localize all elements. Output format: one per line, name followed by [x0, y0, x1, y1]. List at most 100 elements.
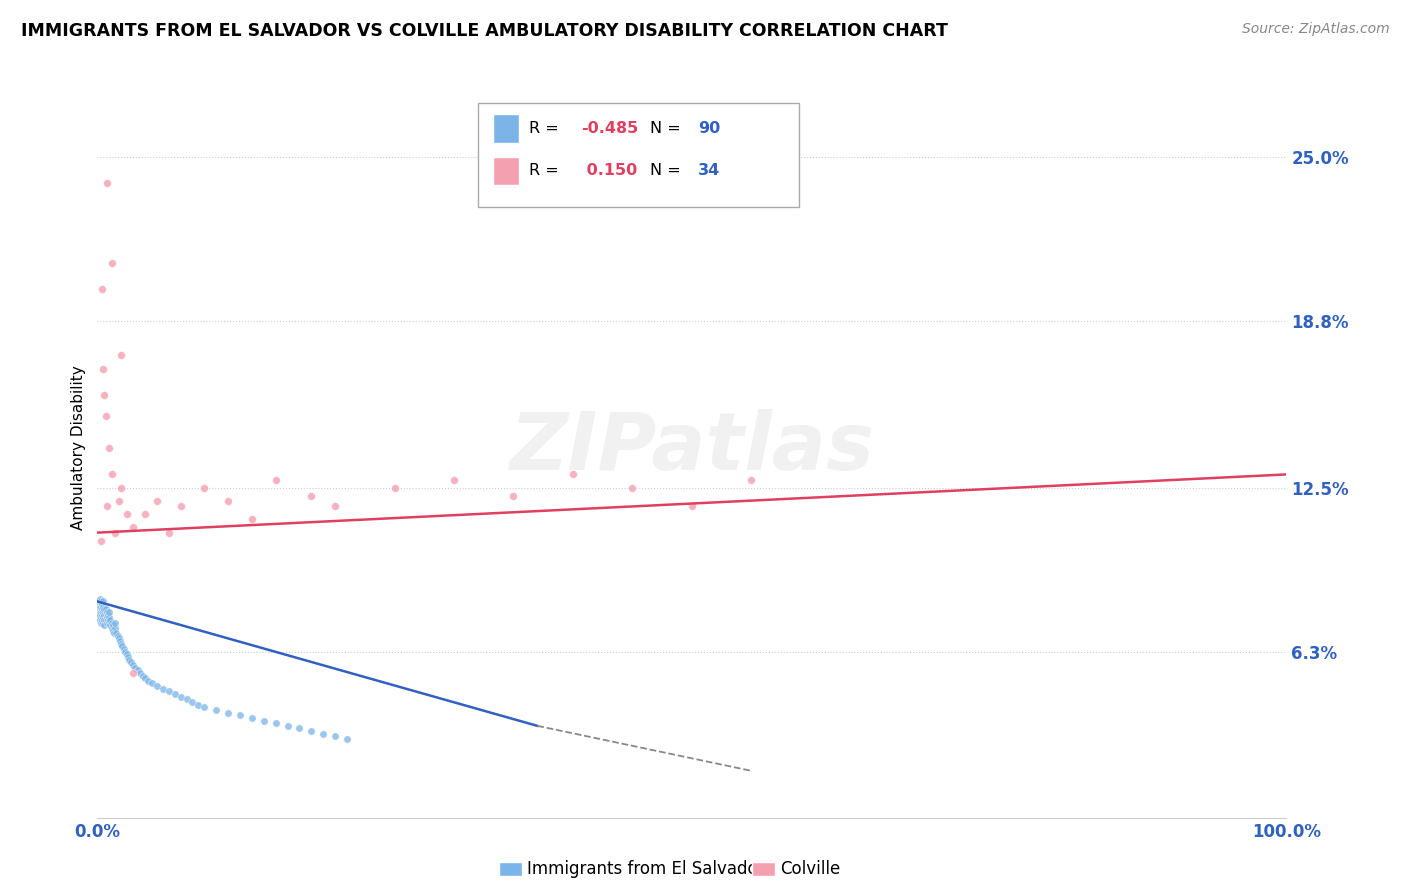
Point — [87, 605, 110, 619]
Point — [93, 613, 115, 627]
Point — [502, 489, 524, 503]
Text: -0.485: -0.485 — [581, 121, 638, 136]
Point — [217, 494, 239, 508]
Point — [323, 499, 346, 513]
Point — [94, 613, 117, 627]
Point — [100, 467, 122, 482]
Point — [122, 520, 145, 534]
Point — [91, 361, 114, 376]
Point — [118, 653, 141, 667]
Point — [122, 657, 145, 672]
Point — [120, 656, 142, 670]
Point — [141, 676, 163, 690]
Point — [93, 607, 115, 622]
Point — [91, 605, 114, 619]
Point — [187, 698, 209, 712]
Point — [87, 594, 110, 608]
Point — [94, 602, 117, 616]
Point — [146, 679, 169, 693]
Point — [229, 708, 252, 723]
Point — [89, 607, 111, 622]
Point — [98, 615, 121, 630]
Point — [91, 607, 114, 622]
Point — [96, 610, 118, 624]
Point — [336, 732, 359, 747]
Point — [117, 650, 139, 665]
Point — [103, 626, 125, 640]
Point — [105, 626, 128, 640]
Point — [134, 507, 156, 521]
Point — [163, 687, 186, 701]
Point — [90, 610, 112, 624]
Point — [176, 692, 198, 706]
Point — [89, 591, 111, 606]
Point — [90, 615, 112, 630]
Point — [93, 602, 115, 616]
Point — [157, 525, 180, 540]
Point — [157, 684, 180, 698]
Point — [96, 605, 118, 619]
Point — [107, 632, 129, 646]
Point — [152, 681, 174, 696]
Point — [443, 473, 465, 487]
Point — [94, 607, 117, 622]
Point — [91, 599, 114, 614]
Point — [91, 610, 114, 624]
Point — [100, 621, 122, 635]
Point — [104, 621, 127, 635]
Point — [122, 665, 145, 680]
Point — [240, 512, 263, 526]
Point — [111, 640, 134, 654]
Point — [91, 613, 114, 627]
Point — [264, 716, 287, 731]
Text: 0.150: 0.150 — [581, 163, 637, 178]
Point — [181, 695, 204, 709]
Point — [91, 282, 114, 296]
Point — [90, 605, 112, 619]
Point — [169, 499, 191, 513]
Bar — [494, 157, 519, 185]
Point — [193, 700, 215, 714]
Point — [124, 660, 146, 674]
Point — [104, 525, 127, 540]
Text: R =: R = — [529, 121, 564, 136]
Text: N =: N = — [650, 163, 686, 178]
Point — [97, 607, 120, 622]
Point — [112, 642, 135, 657]
Point — [89, 613, 111, 627]
Point — [129, 665, 152, 680]
Point — [100, 615, 122, 630]
Bar — [494, 114, 519, 143]
Point — [96, 176, 118, 190]
Point — [681, 499, 703, 513]
Point — [115, 648, 138, 662]
Point — [131, 668, 153, 682]
Point — [90, 594, 112, 608]
Point — [169, 690, 191, 704]
Point — [107, 629, 129, 643]
Point — [107, 494, 129, 508]
Point — [264, 473, 287, 487]
Point — [93, 618, 115, 632]
Point — [740, 473, 762, 487]
Point — [312, 727, 335, 741]
Text: ZIPatlas: ZIPatlas — [509, 409, 875, 487]
Point — [94, 409, 117, 424]
Point — [91, 615, 114, 630]
Point — [101, 618, 124, 632]
Point — [110, 637, 132, 651]
Point — [100, 256, 122, 270]
Point — [621, 481, 644, 495]
Point — [110, 481, 132, 495]
Point — [98, 605, 121, 619]
Point — [96, 499, 118, 513]
Point — [91, 594, 114, 608]
Point — [87, 599, 110, 614]
Point — [108, 634, 131, 648]
Point — [89, 597, 111, 611]
Text: Source: ZipAtlas.com: Source: ZipAtlas.com — [1241, 22, 1389, 37]
Point — [253, 714, 276, 728]
Point — [205, 703, 228, 717]
Point — [104, 615, 127, 630]
Point — [89, 599, 111, 614]
